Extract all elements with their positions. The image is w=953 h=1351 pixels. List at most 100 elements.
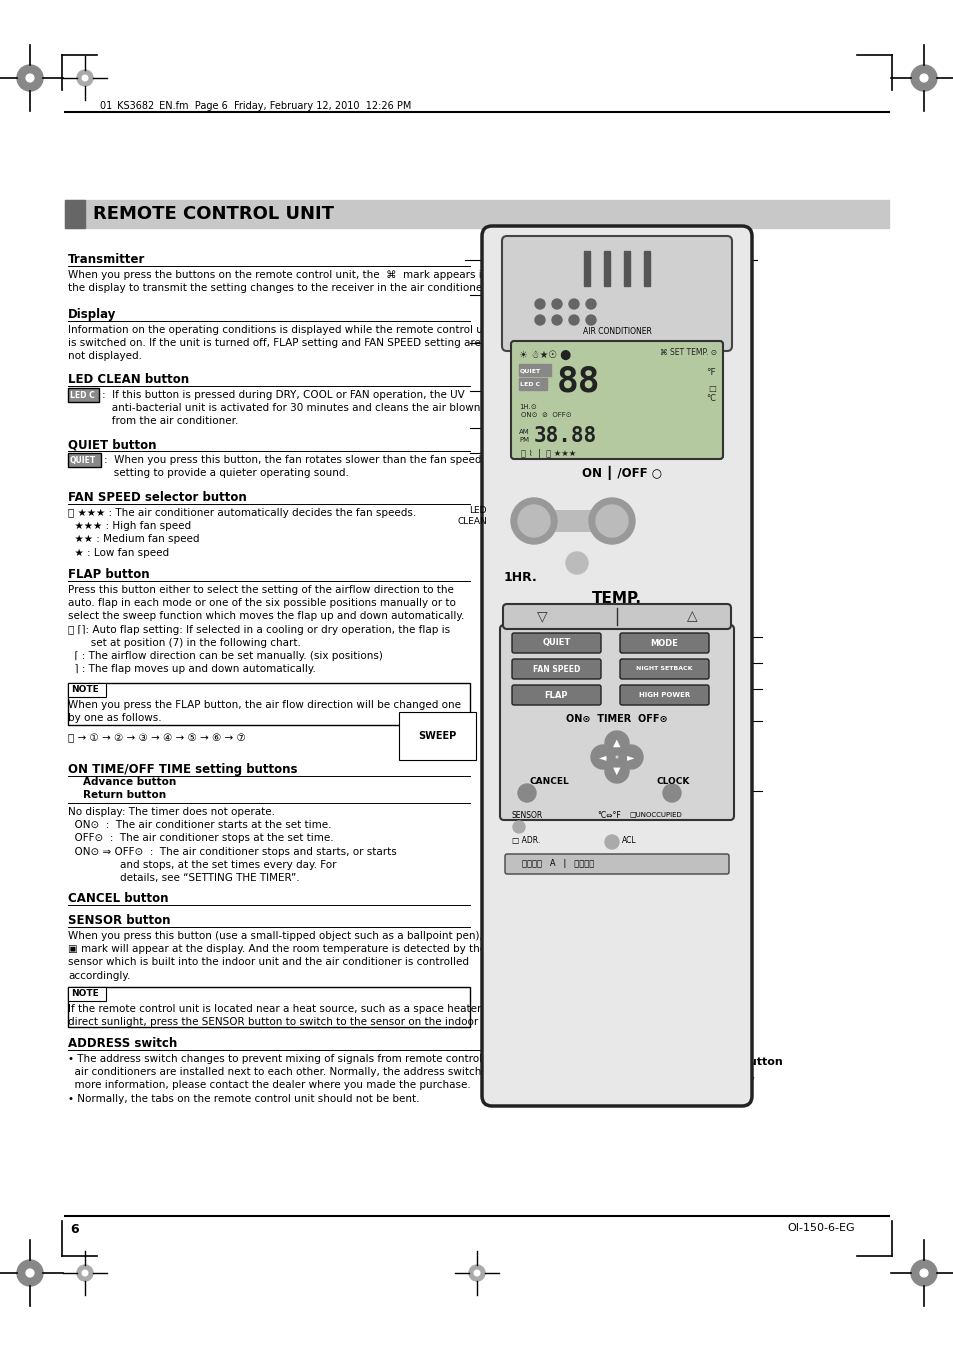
Text: ►: ► [626,753,634,762]
FancyBboxPatch shape [68,684,106,697]
Circle shape [596,505,627,536]
Circle shape [910,1260,936,1286]
Text: HIGH POWER: HIGH POWER [639,692,689,698]
Circle shape [910,65,936,91]
FancyBboxPatch shape [619,659,708,680]
Text: No display: The timer does not operate.
  ON⊙  :  The air conditioner starts at : No display: The timer does not operate. … [68,807,396,884]
Text: アドレス   A   |   リセット: アドレス A | リセット [521,859,594,869]
Text: LED C: LED C [70,390,94,400]
FancyBboxPatch shape [69,388,99,401]
Circle shape [604,835,618,848]
FancyBboxPatch shape [481,226,751,1106]
Text: ON⊙  TIMER  OFF⊙: ON⊙ TIMER OFF⊙ [565,713,667,724]
Text: FAN SPEED: FAN SPEED [533,665,579,674]
Text: 6: 6 [70,1223,78,1236]
Circle shape [552,315,561,326]
Text: □ ADR.: □ ADR. [512,836,539,844]
Text: • The address switch changes to prevent mixing of signals from remote control un: • The address switch changes to prevent … [68,1054,564,1104]
Circle shape [82,76,88,81]
FancyBboxPatch shape [501,236,731,351]
Circle shape [588,499,635,544]
FancyBboxPatch shape [68,988,106,1001]
Text: CLOCK: CLOCK [657,777,690,785]
Text: 1HR.: 1HR. [503,571,537,584]
Text: LED
CLEAN: LED CLEAN [456,507,486,526]
Text: NOTE: NOTE [71,989,99,998]
Text: NOTE: NOTE [71,685,99,694]
Text: AIR CONDITIONER: AIR CONDITIONER [582,327,651,336]
Text: 88: 88 [557,363,599,399]
Text: FAN SPEED selector button: FAN SPEED selector button [68,490,247,504]
FancyBboxPatch shape [69,453,101,466]
Text: ▲: ▲ [613,738,620,748]
Bar [65,200,888,228]
Circle shape [17,65,43,91]
Bar [68,684,106,697]
Text: △: △ [686,609,697,623]
Text: ADDRESS switch: ADDRESS switch [68,1038,177,1050]
Circle shape [585,299,596,309]
Bar [518,378,546,390]
Text: 1H.⊙: 1H.⊙ [518,404,537,409]
Text: ☀ ☃★☉ ⬤: ☀ ☃★☉ ⬤ [518,349,571,359]
FancyBboxPatch shape [619,685,708,705]
Text: SWEEP: SWEEP [417,731,456,740]
Circle shape [568,299,578,309]
Circle shape [469,1265,484,1281]
Text: °F: °F [705,367,716,377]
Text: Ⓐ ⌇  |  Ⓐ ★★★: Ⓐ ⌇ | Ⓐ ★★★ [520,449,576,458]
Circle shape [517,505,550,536]
Text: °C⇔°F: °C⇔°F [597,811,620,820]
Text: 38.88: 38.88 [534,426,597,446]
Text: SENSOR button: SENSOR button [68,915,171,927]
Text: □UNOCCUPIED: □UNOCCUPIED [628,811,681,817]
Text: TEMP.: TEMP. [592,590,641,607]
Circle shape [517,784,536,802]
Text: SENSOR: SENSOR [512,811,542,820]
Text: Return button: Return button [83,790,166,800]
Bar [518,363,551,376]
Text: ON ┃ /OFF ○: ON ┃ /OFF ○ [581,466,661,480]
Text: QUIET: QUIET [519,369,540,373]
Circle shape [513,821,524,834]
FancyBboxPatch shape [512,659,600,680]
Text: Transmitter: Transmitter [68,253,145,266]
FancyBboxPatch shape [619,634,708,653]
Text: Ⓐ → ① → ② → ③ → ④ → ⑤ → ⑥ → ⑦: Ⓐ → ① → ② → ③ → ④ → ⑤ → ⑥ → ⑦ [68,734,246,743]
Text: When you press the FLAP button, the air flow direction will be changed one
by on: When you press the FLAP button, the air … [68,700,460,723]
Circle shape [474,1270,479,1275]
FancyBboxPatch shape [504,854,728,874]
Text: AM
PM: AM PM [518,430,529,443]
Bar [68,684,470,725]
Text: ▼: ▼ [613,766,620,775]
Circle shape [618,744,642,769]
FancyBboxPatch shape [68,684,470,725]
Text: QUIET: QUIET [70,455,96,465]
Text: REMOTE CONTROL UNIT: REMOTE CONTROL UNIT [92,205,334,223]
Text: □
°C: □ °C [705,384,716,404]
Circle shape [26,74,34,82]
Text: :  When you press this button, the fan rotates slower than the fan speed
   sett: : When you press this button, the fan ro… [104,455,481,478]
Text: Ⓐ ★★★ : The air conditioner automatically decides the fan speeds.
  ★★★ : High f: Ⓐ ★★★ : The air conditioner automaticall… [68,508,416,558]
FancyBboxPatch shape [548,509,599,532]
Circle shape [77,70,92,86]
Bar [603,251,609,286]
Bar [65,200,85,228]
Text: Press this button either to select the setting of the airflow direction to the
a: Press this button either to select the s… [68,585,464,674]
Circle shape [77,1265,92,1281]
Text: LED CLEAN button: LED CLEAN button [68,373,189,386]
Circle shape [919,74,927,82]
Circle shape [568,315,578,326]
Text: OI-150-6-EG: OI-150-6-EG [786,1223,854,1233]
Circle shape [535,299,544,309]
FancyBboxPatch shape [502,604,730,630]
Circle shape [919,1269,927,1277]
FancyBboxPatch shape [499,626,733,820]
Text: Display: Display [68,308,116,322]
Circle shape [535,315,544,326]
Text: QUIET: QUIET [542,639,570,647]
Text: When you press the buttons on the remote control unit, the  ⌘  mark appears in
t: When you press the buttons on the remote… [68,270,489,293]
Text: MODE: MODE [650,639,678,647]
Circle shape [26,1269,34,1277]
Circle shape [82,1270,88,1275]
